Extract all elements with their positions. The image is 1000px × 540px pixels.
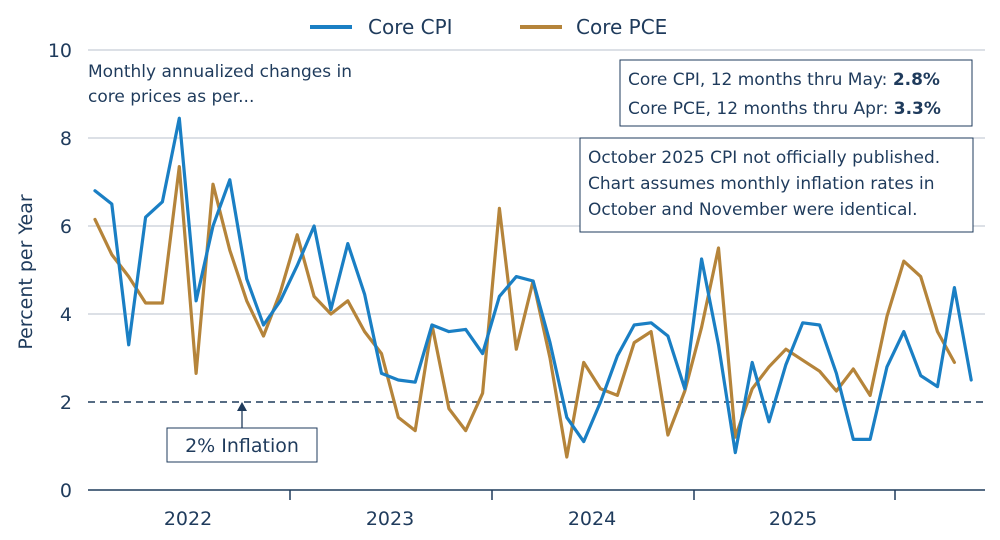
summary-cpi-value: 2.8%	[893, 70, 940, 90]
summary-pce-label: Core PCE, 12 months thru Apr:	[628, 99, 894, 119]
y-tick-label-4: 4	[60, 304, 72, 326]
legend: Core CPI Core PCE	[310, 15, 667, 39]
summary-pce-value: 3.3%	[894, 99, 941, 119]
series-line-core-pce	[93, 165, 957, 459]
x-tick-label-2025: 2025	[769, 508, 817, 530]
series-lines	[93, 116, 973, 459]
reference-arrow-head	[237, 402, 247, 411]
legend-label-core-pce: Core PCE	[576, 15, 667, 39]
chart-note-line-2: core prices as per...	[88, 87, 254, 107]
footnote-box	[579, 137, 974, 233]
summary-cpi-label: Core CPI, 12 months thru May:	[628, 70, 893, 90]
footnote-line-2: Chart assumes monthly inflation rates in	[588, 174, 935, 194]
chart-note-line-1: Monthly annualized changes in	[88, 62, 352, 82]
series-line-core-cpi	[93, 116, 973, 455]
y-axis-label: Percent per Year	[15, 194, 37, 350]
y-tick-label-2: 2	[60, 392, 72, 414]
reference-label: 2% Inflation	[185, 435, 299, 457]
y-axis-ticks: 0 2 4 6 8 10	[48, 40, 72, 502]
y-tick-label-0: 0	[60, 480, 72, 502]
y-tick-label-8: 8	[60, 128, 72, 150]
summary-pce: Core PCE, 12 months thru Apr: 3.3%	[628, 99, 941, 119]
reference-label-box	[166, 427, 318, 463]
x-tick-label-2022: 2022	[164, 508, 212, 530]
footnote-line-3: October and November were identical.	[588, 200, 918, 220]
summary-cpi: Core CPI, 12 months thru May: 2.8%	[628, 70, 940, 90]
x-axis-ticks: 2022 2023 2024 2025	[164, 490, 896, 530]
y-tick-label-6: 6	[60, 216, 72, 238]
x-tick-label-2023: 2023	[366, 508, 414, 530]
y-tick-label-10: 10	[48, 40, 72, 62]
footnote-line-1: October 2025 CPI not officially publishe…	[588, 148, 940, 168]
x-tick-label-2024: 2024	[568, 508, 616, 530]
legend-label-core-cpi: Core CPI	[368, 15, 453, 39]
summary-box	[619, 59, 973, 127]
